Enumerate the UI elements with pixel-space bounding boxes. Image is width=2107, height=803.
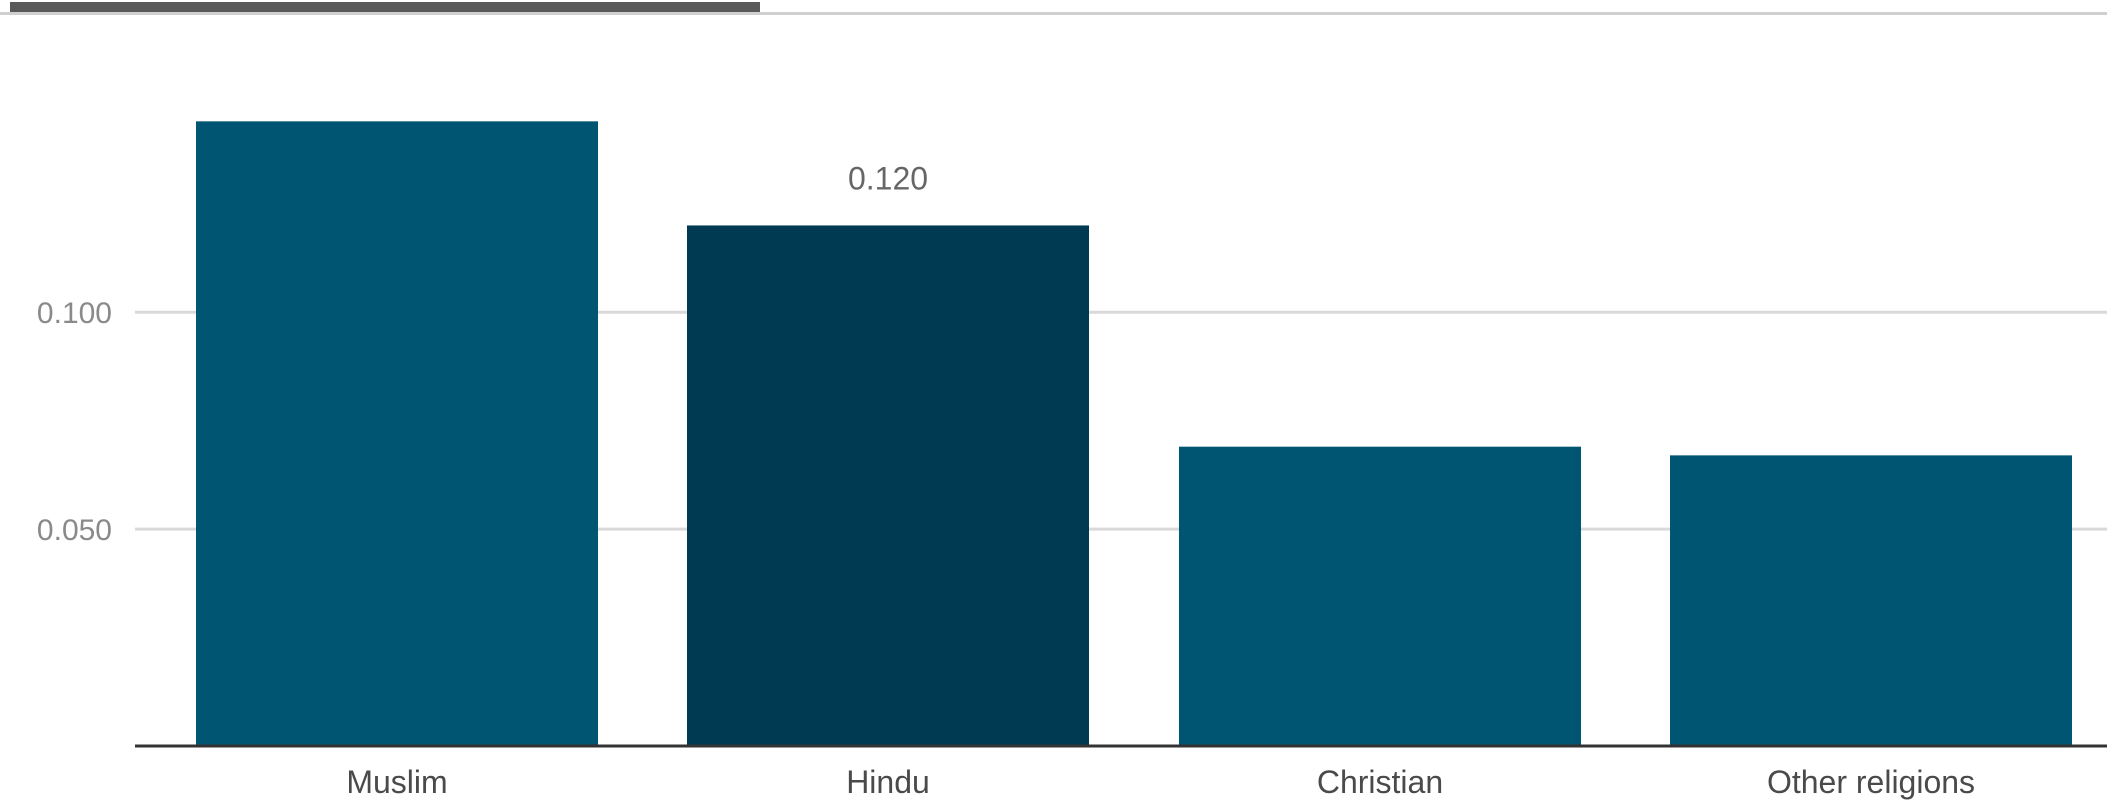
data-label: 0.120 [848, 160, 928, 196]
bar-other-religions[interactable] [1670, 455, 2072, 746]
bars [196, 121, 2072, 747]
active-tab-indicator[interactable] [10, 2, 760, 12]
x-tick-label: Other religions [1767, 764, 1975, 800]
x-tick-label: Hindu [846, 764, 930, 800]
y-tick-label: 0.050 [37, 514, 112, 547]
y-tick-label: 0.100 [37, 297, 112, 330]
value-labels: 0.120 [848, 160, 928, 196]
y-axis-ticks: 0.050 0.100 [37, 297, 112, 547]
x-tick-label: Muslim [346, 764, 447, 800]
x-axis-categories: Muslim Hindu Christian Other religions [346, 764, 1975, 800]
bar-christian[interactable] [1179, 446, 1581, 746]
bar-hindu[interactable] [687, 225, 1089, 747]
x-tick-label: Christian [1317, 764, 1443, 800]
header-divider [0, 12, 2107, 15]
bar-muslim[interactable] [196, 121, 598, 746]
